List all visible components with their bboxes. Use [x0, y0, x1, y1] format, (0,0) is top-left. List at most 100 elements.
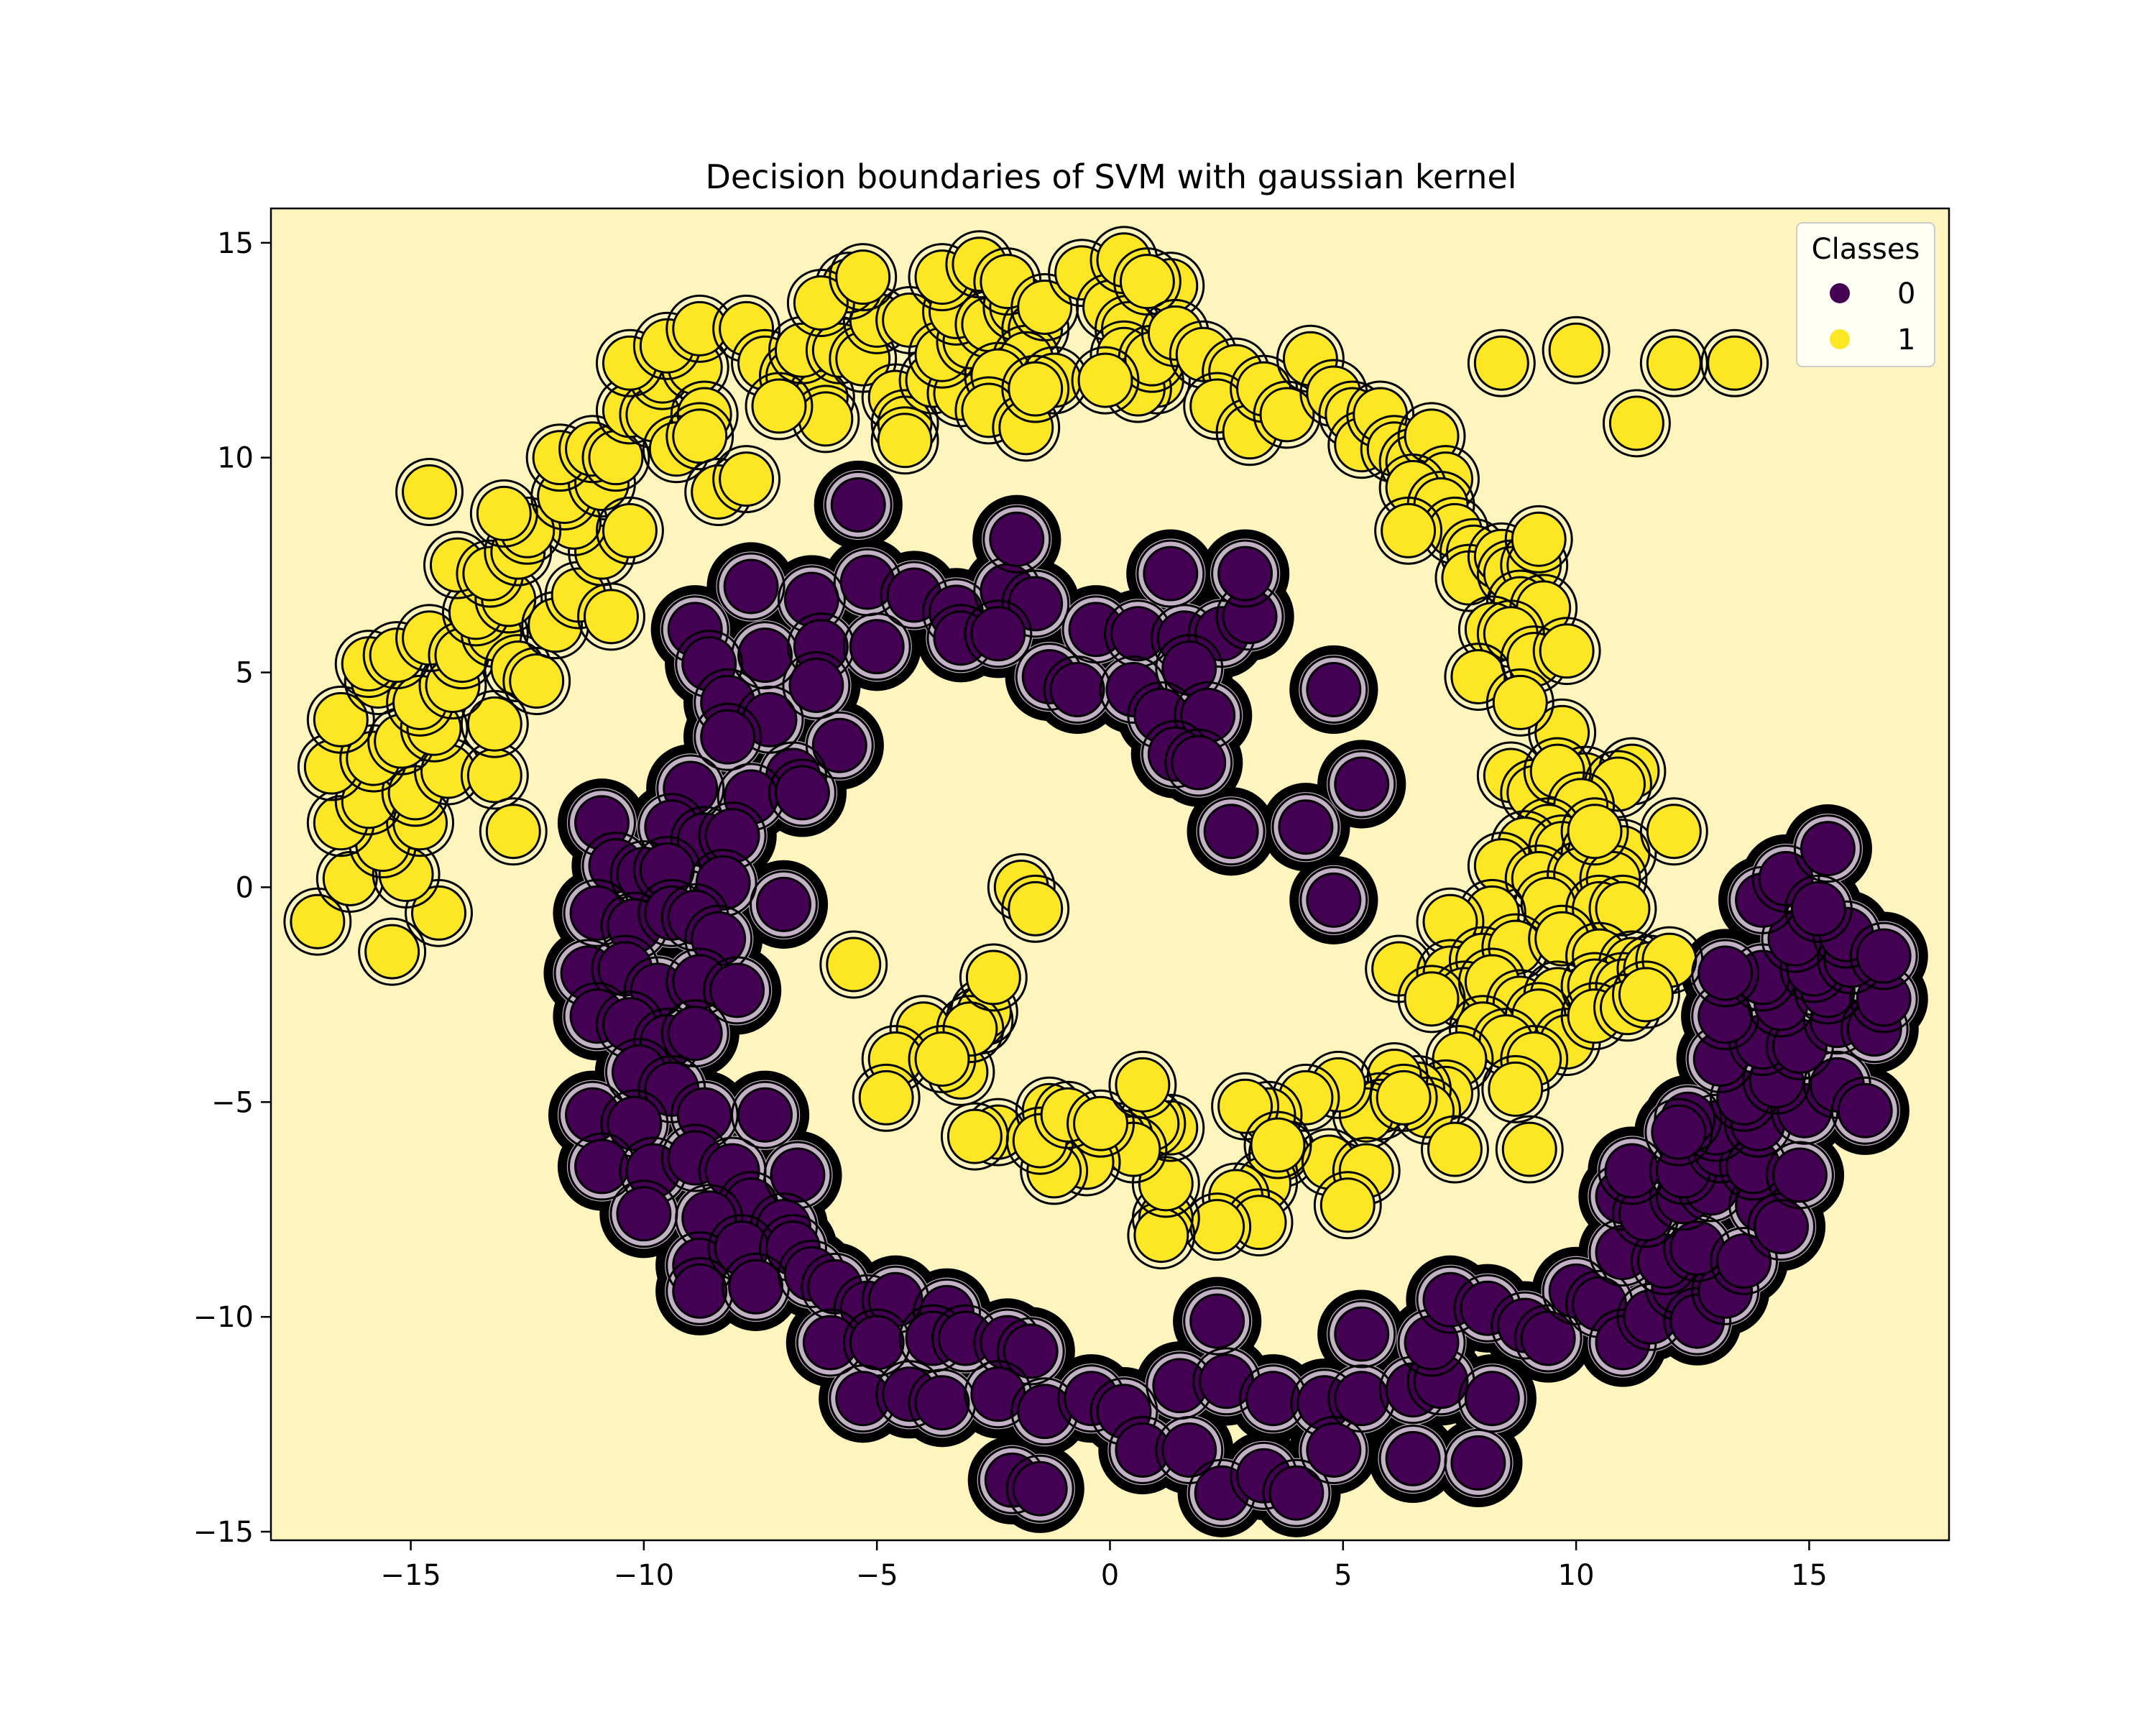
support-vector-ring: [1663, 1287, 1732, 1356]
legend-frame: [1796, 222, 1935, 367]
data-point-class-1: [798, 391, 854, 447]
data-point-class-1: [1376, 1070, 1432, 1126]
data-point-class-0: [989, 511, 1045, 567]
data-point-class-1: [672, 408, 728, 464]
data-point-class-1: [1492, 674, 1548, 730]
legend: Classes 0 1: [1796, 222, 1935, 367]
support-vector-ring: [1001, 569, 1070, 638]
support-vector-ring: [1271, 793, 1340, 862]
data-point-class-0: [1143, 546, 1199, 602]
data-point-class-1: [402, 464, 457, 520]
data-point-class-0: [672, 1263, 728, 1319]
support-vector-ring: [1005, 1454, 1074, 1523]
support-vector-ring: [1262, 1458, 1331, 1527]
data-point-class-1: [1608, 395, 1664, 451]
data-point-class-1: [602, 502, 658, 558]
data-point-class-0: [1203, 804, 1259, 860]
data-point-class-0: [1334, 756, 1390, 812]
y-tick-label: −10: [193, 1301, 254, 1334]
support-vector-ring: [306, 685, 375, 754]
data-point-class-0: [1012, 1460, 1068, 1517]
data-point-class-1: [1646, 804, 1702, 860]
data-point-class-0: [709, 962, 765, 1018]
y-axis: −15 −10 −5 0 5 10 15: [193, 227, 271, 1549]
legend-marker-class-0: [1830, 283, 1850, 303]
support-vector-ring: [1001, 354, 1070, 423]
data-point-class-1: [1250, 1117, 1306, 1173]
y-tick-label: −15: [193, 1516, 254, 1549]
support-vector-ring: [1136, 539, 1205, 608]
data-point-class-0: [1837, 1082, 1893, 1138]
data-point-class-1: [1618, 967, 1674, 1023]
data-point-class-1: [858, 1070, 914, 1126]
y-tick-label: 0: [236, 871, 254, 904]
data-point-class-0: [1520, 1310, 1576, 1366]
support-vector-ring: [1313, 1171, 1382, 1240]
support-vector-ring: [936, 995, 1005, 1064]
support-vector-ring: [712, 445, 781, 514]
support-vector-ring: [1481, 1054, 1550, 1123]
data-point-class-0: [1278, 799, 1334, 855]
data-point-class-1: [584, 589, 639, 645]
support-vector-ring: [1765, 1141, 1834, 1210]
data-point-class-0: [1334, 1306, 1390, 1362]
x-tick-label: 15: [1791, 1559, 1828, 1592]
data-point-class-0: [1189, 1293, 1245, 1349]
data-point-class-1: [364, 924, 420, 980]
data-point-class-1: [1008, 361, 1064, 417]
data-point-class-0: [1152, 1358, 1208, 1414]
data-point-class-0: [1008, 576, 1064, 632]
data-point-class-1: [476, 485, 532, 541]
data-point-class-0: [616, 1186, 672, 1242]
x-tick-label: 0: [1101, 1559, 1119, 1592]
data-point-class-1: [1567, 804, 1623, 860]
data-point-class-1: [1511, 511, 1567, 567]
support-vector-ring: [694, 702, 763, 771]
data-point-class-0: [1017, 1384, 1073, 1440]
data-point-class-0: [849, 1315, 905, 1371]
support-vector-ring: [703, 956, 772, 1025]
scatter-points: [283, 226, 1918, 1527]
legend-marker-class-1: [1830, 329, 1850, 349]
y-tick-label: 10: [217, 442, 254, 475]
data-point-class-0: [1856, 928, 1912, 984]
support-vector-ring: [1639, 328, 1708, 397]
support-vector-ring: [358, 917, 427, 986]
y-tick-label: 5: [236, 657, 254, 690]
data-point-class-0: [1161, 640, 1217, 696]
data-point-class-1: [1548, 322, 1604, 378]
data-point-class-1: [1008, 880, 1064, 937]
data-point-class-1: [1473, 335, 1529, 391]
support-vector-ring: [1327, 750, 1396, 819]
support-vector-ring: [1542, 316, 1611, 385]
data-point-class-1: [466, 696, 522, 752]
support-vector-ring: [1397, 965, 1466, 1034]
data-point-class-0: [756, 876, 811, 932]
data-point-class-0: [1450, 1435, 1506, 1491]
support-vector-ring: [1299, 1416, 1368, 1484]
support-vector-ring: [1784, 874, 1853, 943]
support-vector-ring: [479, 797, 548, 866]
data-point-class-1: [1501, 1121, 1557, 1177]
support-vector-ring: [1001, 874, 1070, 943]
data-point-class-0: [811, 717, 867, 773]
support-vector-ring: [717, 552, 786, 621]
support-vector-ring: [1467, 328, 1536, 397]
support-vector-ring: [1299, 865, 1368, 934]
support-vector-ring: [395, 458, 464, 526]
support-vector-ring: [665, 402, 734, 471]
data-point-class-1: [485, 804, 541, 860]
data-point-class-1: [1646, 335, 1702, 391]
data-point-class-1: [1259, 387, 1315, 443]
y-tick-label: −5: [211, 1086, 254, 1119]
support-vector-ring: [1514, 1304, 1583, 1373]
support-vector-ring: [750, 870, 818, 939]
support-vector-ring: [959, 943, 1028, 1012]
data-point-class-1: [914, 1031, 970, 1087]
data-point-class-1: [1707, 335, 1763, 391]
data-point-class-0: [1800, 821, 1856, 877]
support-vector-ring: [731, 1080, 799, 1149]
chart-title: Decision boundaries of SVM with gaussian…: [705, 157, 1516, 196]
data-point-class-1: [1539, 623, 1595, 679]
support-vector-ring: [870, 406, 939, 475]
